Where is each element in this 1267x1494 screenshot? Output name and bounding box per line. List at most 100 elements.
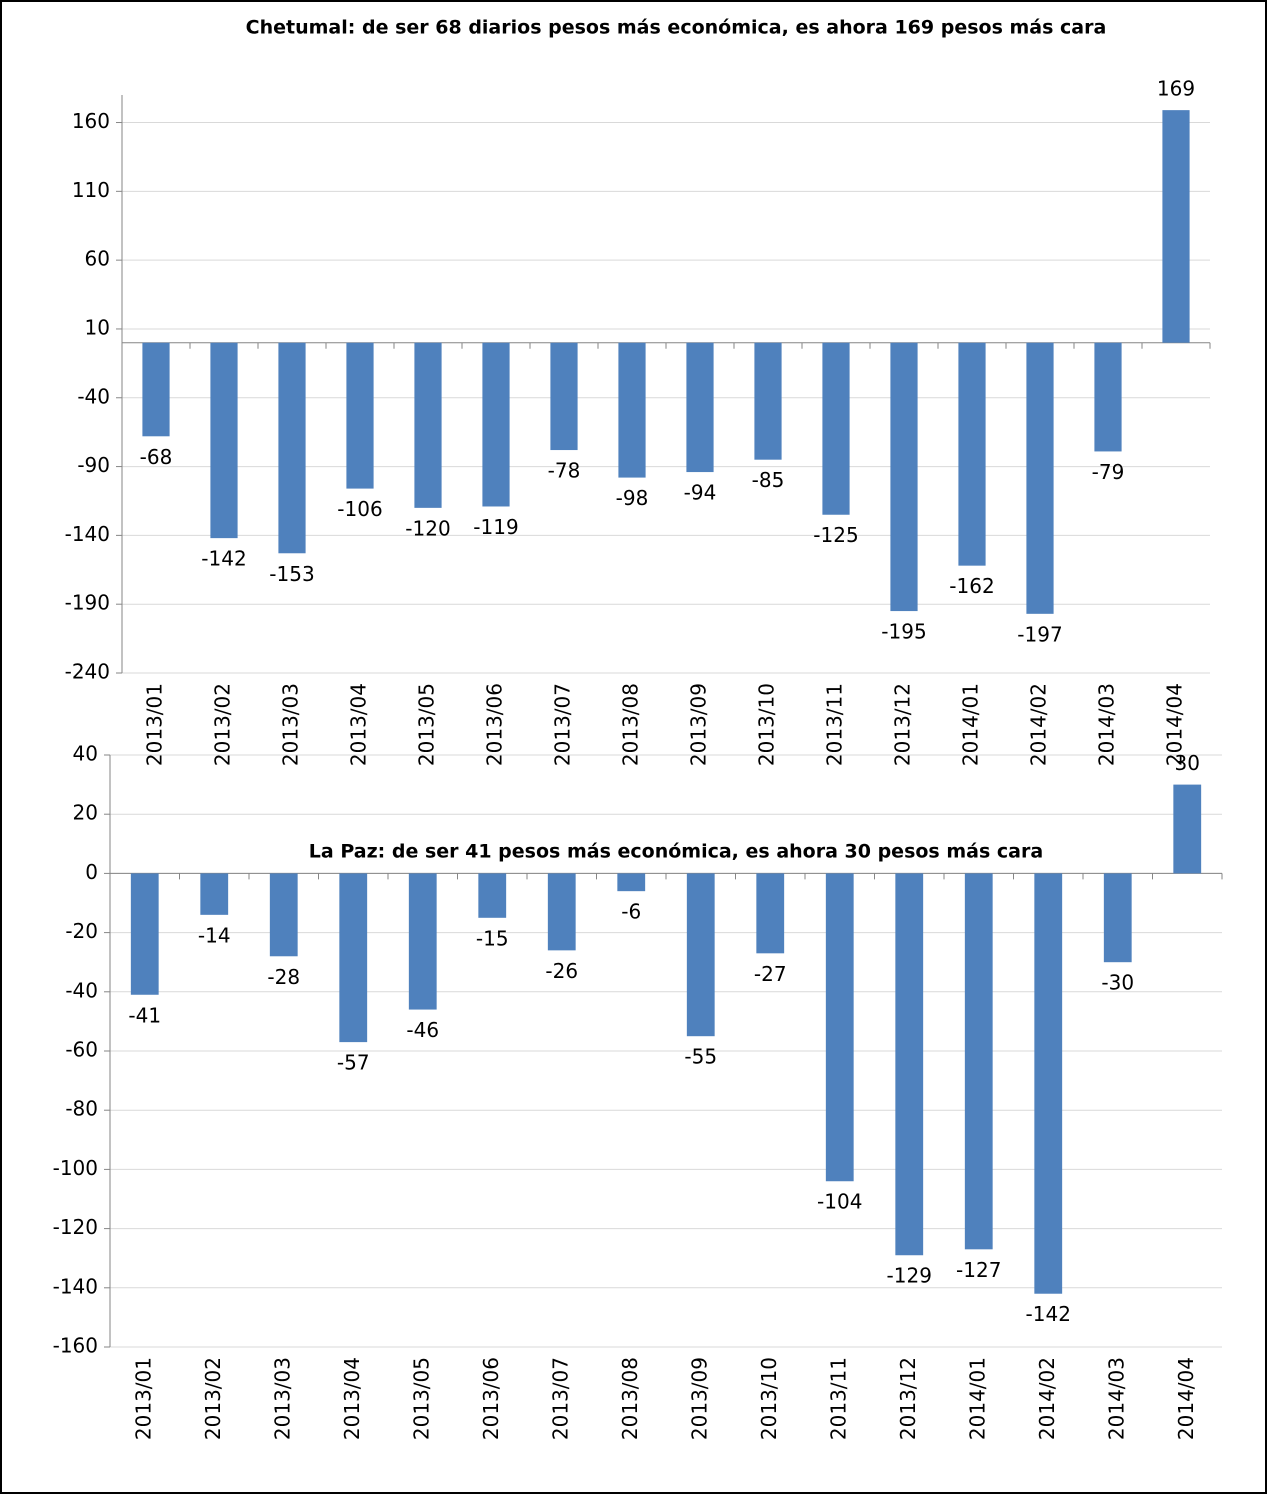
y-tick-label: -60 bbox=[65, 1038, 98, 1062]
data-label: -129 bbox=[887, 1264, 932, 1288]
x-tick-label: 2013/10 bbox=[757, 1357, 781, 1440]
x-tick-label: 2013/05 bbox=[415, 683, 439, 766]
data-label: -6 bbox=[621, 900, 641, 924]
chart-title: La Paz: de ser 41 pesos más económica, e… bbox=[309, 841, 1043, 863]
y-tick-label: -190 bbox=[65, 591, 110, 615]
bar bbox=[1034, 873, 1063, 1294]
data-label: -125 bbox=[813, 523, 858, 547]
data-label: -78 bbox=[548, 459, 581, 483]
bar bbox=[346, 342, 374, 489]
bar bbox=[825, 873, 854, 1182]
y-tick-label: -100 bbox=[53, 1156, 98, 1180]
y-tick-label: 40 bbox=[73, 742, 98, 766]
y-tick-label: -80 bbox=[65, 1097, 98, 1121]
data-label: -142 bbox=[1026, 1302, 1071, 1326]
x-tick-label: 2013/11 bbox=[826, 1357, 850, 1440]
x-tick-label: 2014/02 bbox=[1035, 1357, 1059, 1440]
y-tick-label: -140 bbox=[65, 522, 110, 546]
data-label: -57 bbox=[337, 1051, 370, 1075]
bar bbox=[822, 342, 850, 515]
data-label: -94 bbox=[684, 481, 717, 505]
bar bbox=[958, 342, 986, 566]
data-label: -27 bbox=[754, 962, 787, 986]
x-tick-label: 2013/07 bbox=[548, 1357, 572, 1440]
data-label: -79 bbox=[1092, 460, 1125, 484]
x-tick-label: 2013/12 bbox=[891, 683, 915, 766]
x-tick-label: 2013/02 bbox=[211, 683, 235, 766]
bar bbox=[1103, 873, 1132, 963]
x-tick-label: 2013/03 bbox=[279, 683, 303, 766]
y-tick-label: 60 bbox=[85, 247, 110, 271]
bar bbox=[1026, 342, 1054, 614]
x-tick-label: 2013/06 bbox=[483, 683, 507, 766]
x-tick-label: 2013/07 bbox=[551, 683, 575, 766]
x-tick-label: 2014/02 bbox=[1027, 683, 1051, 766]
data-label: -162 bbox=[949, 574, 994, 598]
y-tick-label: -160 bbox=[53, 1334, 98, 1358]
data-label: -106 bbox=[337, 497, 382, 521]
bar bbox=[754, 342, 782, 460]
y-tick-label: 0 bbox=[85, 860, 98, 884]
bar bbox=[686, 873, 715, 1037]
data-label: -85 bbox=[752, 468, 785, 492]
y-tick-label: -120 bbox=[53, 1215, 98, 1239]
data-label: -15 bbox=[476, 926, 509, 950]
bar bbox=[210, 342, 238, 539]
x-tick-label: 2013/12 bbox=[896, 1357, 920, 1440]
bar bbox=[200, 873, 229, 915]
x-tick-label: 2013/05 bbox=[409, 1357, 433, 1440]
data-label: 30 bbox=[1175, 751, 1200, 775]
x-tick-label: 2013/10 bbox=[755, 683, 779, 766]
bar bbox=[550, 342, 578, 451]
data-label: -127 bbox=[956, 1258, 1001, 1282]
x-tick-label: 2013/06 bbox=[479, 1357, 503, 1440]
x-tick-label: 2013/04 bbox=[347, 683, 371, 766]
x-tick-label: 2013/09 bbox=[687, 1357, 711, 1440]
bar bbox=[339, 873, 368, 1043]
x-tick-label: 2013/03 bbox=[270, 1357, 294, 1440]
chart-title: Chetumal: de ser 68 diarios pesos más ec… bbox=[246, 17, 1107, 39]
y-tick-label: 110 bbox=[72, 178, 110, 202]
x-tick-label: 2013/11 bbox=[823, 683, 847, 766]
data-label: -30 bbox=[1101, 971, 1134, 995]
bar bbox=[142, 342, 170, 437]
bar bbox=[617, 873, 646, 892]
bar bbox=[1094, 342, 1122, 452]
data-label: -98 bbox=[616, 486, 649, 510]
x-tick-label: 2013/08 bbox=[618, 1357, 642, 1440]
x-tick-label: 2013/01 bbox=[143, 683, 167, 766]
bar bbox=[482, 342, 510, 507]
x-tick-label: 2014/04 bbox=[1163, 683, 1187, 766]
bar bbox=[895, 873, 924, 1256]
bar bbox=[1173, 784, 1202, 874]
x-tick-label: 2014/01 bbox=[965, 1357, 989, 1440]
data-label: -14 bbox=[198, 923, 231, 947]
data-label: -68 bbox=[140, 445, 173, 469]
y-tick-label: 10 bbox=[85, 315, 110, 339]
y-tick-label: -90 bbox=[77, 453, 110, 477]
x-tick-label: 2013/04 bbox=[340, 1357, 364, 1440]
y-tick-label: 20 bbox=[73, 801, 98, 825]
data-label: -104 bbox=[817, 1190, 862, 1214]
x-tick-label: 2014/03 bbox=[1104, 1357, 1128, 1440]
data-label: -195 bbox=[881, 620, 926, 644]
bar bbox=[1162, 110, 1190, 343]
y-tick-label: -140 bbox=[53, 1274, 98, 1298]
y-tick-label: 160 bbox=[72, 109, 110, 133]
data-label: -197 bbox=[1017, 622, 1062, 646]
bar bbox=[478, 873, 507, 918]
bar bbox=[414, 342, 442, 508]
x-tick-label: 2014/04 bbox=[1174, 1357, 1198, 1440]
data-label: -26 bbox=[545, 959, 578, 983]
bar bbox=[686, 342, 714, 473]
x-tick-label: 2013/02 bbox=[201, 1357, 225, 1440]
bar bbox=[547, 873, 576, 951]
bar bbox=[278, 342, 306, 554]
x-tick-label: 2013/09 bbox=[687, 683, 711, 766]
bar bbox=[756, 873, 785, 954]
y-tick-label: -40 bbox=[77, 384, 110, 408]
x-tick-label: 2014/03 bbox=[1095, 683, 1119, 766]
bar bbox=[269, 873, 298, 957]
bar bbox=[408, 873, 437, 1010]
